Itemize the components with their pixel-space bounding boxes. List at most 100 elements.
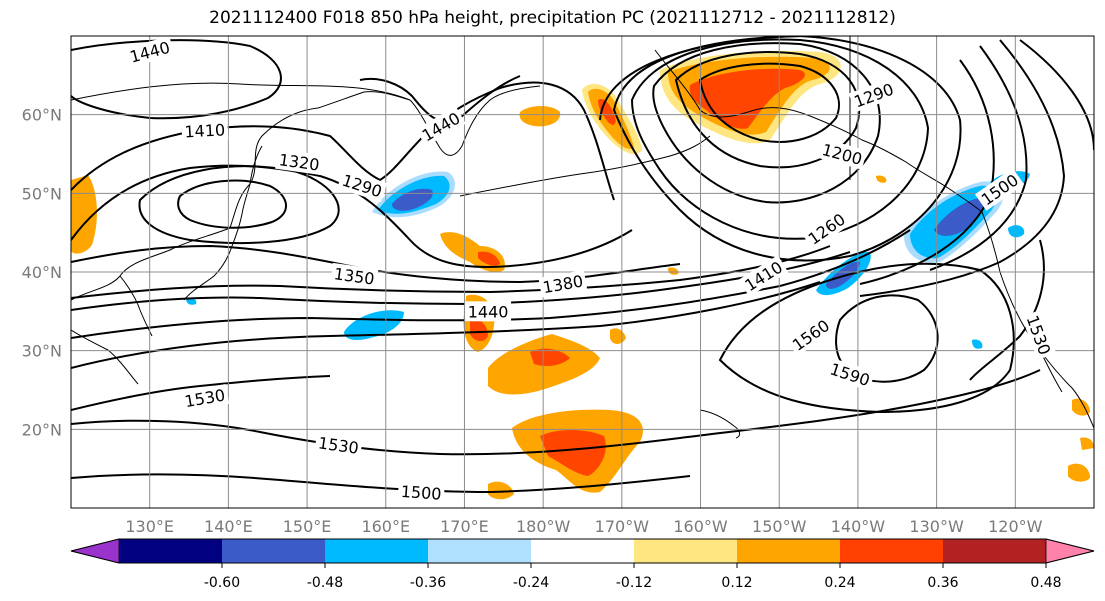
longitude-tick-label: 150°W <box>752 517 807 536</box>
colorbar-tick-label: -0.12 <box>616 575 652 591</box>
contour-label-halo <box>330 262 379 290</box>
contour-label: 1410 <box>181 119 229 142</box>
height-contour-1320-sea-of-okhotsk <box>138 165 340 245</box>
contour-label: 1320 <box>275 148 324 175</box>
colorbar-tick-label: 0.48 <box>1030 575 1061 591</box>
contour-label-halo <box>180 384 230 412</box>
longitude-tick-label: 130°E <box>125 517 174 536</box>
longitude-tick-label: 170°E <box>440 517 489 536</box>
longitude-tick-label: 160°E <box>361 517 410 536</box>
anomaly-positive-region <box>530 348 570 366</box>
coastline-hawaii <box>699 409 741 439</box>
contour-label-text: 1410 <box>184 120 226 141</box>
contour-label-halo <box>1021 309 1057 360</box>
anomaly-positive-region <box>488 481 514 500</box>
colorbar <box>70 538 1095 564</box>
longitude-tick-label: 180°W <box>516 517 571 536</box>
contour-label-halo <box>314 431 363 459</box>
latitude-tick-label: 40°N <box>22 263 62 282</box>
height-contour-1380-east <box>929 45 1028 271</box>
contour-label-halo <box>181 119 229 142</box>
anomaly-positive-region <box>1080 437 1094 450</box>
height-contour-1230 <box>674 51 861 169</box>
longitude-tick-label: 140°W <box>831 517 886 536</box>
contour-label-halo <box>825 357 876 391</box>
coastline-us-west <box>981 211 1094 429</box>
height-contour-1290-sea-of-okhotsk <box>177 179 287 229</box>
longitude-tick-label: 140°E <box>204 517 253 536</box>
height-contour-1260 <box>652 42 881 204</box>
map-frame <box>70 35 1095 509</box>
height-contour-1200 <box>698 62 840 143</box>
latitude-tick-label: 60°N <box>22 106 62 125</box>
coastline-alaska <box>654 49 863 141</box>
contour-label-halo <box>974 168 1025 211</box>
coastline-japan <box>183 183 251 301</box>
height-contour-1470 <box>71 245 831 299</box>
colorbar-tick-label: -0.24 <box>513 575 549 591</box>
figure-title: 2021112400 F018 850 hPa height, precipit… <box>209 8 896 28</box>
colorbar-outline <box>70 538 1095 564</box>
longitude-tick-label: 160°W <box>673 517 728 536</box>
anomaly-negative-region <box>934 198 984 236</box>
colorbar-segment <box>222 539 326 563</box>
contour-label-halo <box>817 138 867 170</box>
height-contour-1500-mid <box>71 229 911 339</box>
contour-label-text: 1500 <box>400 482 442 504</box>
contour-label-halo <box>465 301 512 322</box>
colorbar-tick-label: 0.36 <box>927 575 958 591</box>
anomaly-positive-region <box>71 175 97 254</box>
anomaly-negative-region <box>344 310 404 340</box>
contour-label-halo <box>415 106 466 147</box>
anomaly-positive-region <box>540 430 606 476</box>
colorbar-extend-high <box>1045 538 1095 564</box>
colorbar-segment <box>634 539 738 563</box>
anomaly-negative-region <box>972 339 983 349</box>
height-contour-1530-west <box>71 375 331 411</box>
height-contour-1290 <box>630 38 930 240</box>
coastlines <box>71 36 1094 439</box>
anomaly-positive-region <box>668 267 679 275</box>
anomaly-positive-region <box>876 175 887 183</box>
longitude-tick-label: 170°W <box>595 517 650 536</box>
contour-label-halo <box>397 480 445 504</box>
height-contour-1410-east <box>859 39 1066 297</box>
colorbar-segment <box>840 539 944 563</box>
contour-label: 1500 <box>397 480 445 504</box>
colorbar-tick-label: -0.60 <box>204 575 240 591</box>
colorbar-tick-label: -0.36 <box>410 575 446 591</box>
colorbar-extend-low <box>70 538 120 564</box>
colorbar-segment <box>531 539 635 563</box>
latitude-tick-label: 30°N <box>22 342 62 361</box>
colorbar-tick-label: 0.12 <box>721 575 752 591</box>
contour-label-halo <box>786 313 836 357</box>
anomaly-positive-region <box>689 68 805 129</box>
colorbar-segment <box>119 539 223 563</box>
contour-label-halo <box>801 207 852 251</box>
coastline-russia-north <box>71 82 411 101</box>
contour-label-halo <box>538 269 588 298</box>
colorbar-segment <box>943 539 1047 563</box>
latitude-tick-labels: 20°N 30°N 40°N 50°N 60°N <box>22 106 62 440</box>
contour-label-halo <box>337 168 388 203</box>
longitude-tick-label: 150°E <box>283 517 332 536</box>
coastline-nw-america <box>861 139 983 213</box>
longitude-tick-label: 120°W <box>988 517 1043 536</box>
colorbar-tick-label: 0.24 <box>824 575 855 591</box>
contour-label-halo <box>124 36 175 68</box>
height-contour-1530-mid <box>71 281 821 369</box>
anomaly-positive-region <box>519 106 561 127</box>
coastline-korea <box>119 275 153 337</box>
height-contour-1500-east <box>1019 39 1094 151</box>
anomaly-negative-region <box>392 188 433 211</box>
latitude-tick-label: 20°N <box>22 420 62 439</box>
height-contour-1530-east <box>969 239 1045 381</box>
longitude-tick-labels: 130°E 140°E 150°E 160°E 170°E 180°W 170°W 160°W… <box>125 517 1042 536</box>
colorbar-segment <box>325 539 429 563</box>
height-contour-1350 <box>71 164 633 268</box>
coastline-sakhalin <box>249 145 263 185</box>
contour-label: 1530 <box>314 431 363 459</box>
latitude-tick-label: 50°N <box>22 184 62 203</box>
